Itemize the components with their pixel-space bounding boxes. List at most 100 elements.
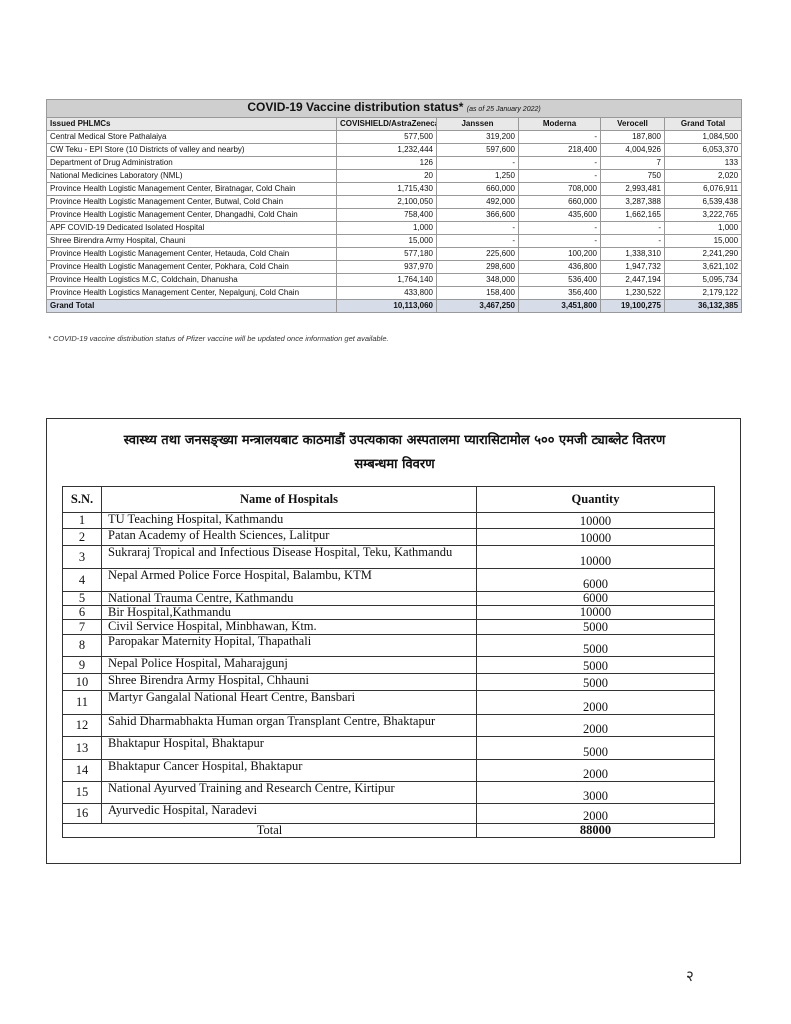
cell: Nepal Armed Police Force Hospital, Balam… bbox=[101, 568, 477, 592]
cell: 3,621,102 bbox=[663, 260, 743, 274]
header-row: S.N. Name of Hospitals Quantity bbox=[62, 486, 715, 513]
cell: 100,200 bbox=[518, 247, 601, 261]
cell: Province Health Logistic Management Cent… bbox=[46, 208, 337, 222]
title-line: सम्बन्धमा विवरण bbox=[354, 457, 435, 472]
cell: 2,447,194 bbox=[600, 273, 665, 287]
table-title: स्वास्थ्य तथा जनसङ्ख्या मन्त्रालयबाट काठ… bbox=[67, 429, 722, 477]
cell: Province Health Logistic Management Cent… bbox=[46, 247, 337, 261]
data-row: 1 TU Teaching Hospital, Kathmandu 10000 bbox=[62, 512, 715, 529]
cell: 1,084,500 bbox=[663, 130, 743, 144]
cell: 6 bbox=[62, 605, 102, 620]
data-row: Shree Birendra Army Hospital, Chauni 15,0… bbox=[46, 234, 743, 248]
data-row: 11 Martyr Gangalal National Heart Centre,… bbox=[62, 690, 715, 715]
cell: 10000 bbox=[476, 545, 715, 569]
total-cell: 10,113,060 bbox=[336, 299, 437, 313]
cell: Province Health Logistics M.C, Coldchain… bbox=[46, 273, 337, 287]
cell: 7 bbox=[62, 619, 102, 635]
total-cell: 36,132,385 bbox=[663, 299, 743, 313]
cell: 577,500 bbox=[336, 130, 437, 144]
data-row: 15 National Ayurved Training and Research… bbox=[62, 781, 715, 804]
data-row: 6 Bir Hospital,Kathmandu 10000 bbox=[62, 605, 715, 620]
data-row: 3 Sukraraj Tropical and Infectious Diseas… bbox=[62, 545, 715, 569]
cell: 1,764,140 bbox=[336, 273, 437, 287]
cell: Bhaktapur Cancer Hospital, Bhaktapur bbox=[101, 759, 477, 782]
cell: Martyr Gangalal National Heart Centre, B… bbox=[101, 690, 477, 715]
cell: 750 bbox=[600, 169, 665, 183]
cell: 1,232,444 bbox=[336, 143, 437, 157]
cell: Shree Birendra Army Hospital, Chhauni bbox=[101, 673, 477, 691]
data-row: Province Health Logistic Management Cent… bbox=[46, 208, 743, 222]
cell: 10000 bbox=[476, 528, 715, 546]
cell: 298,600 bbox=[436, 260, 519, 274]
header-cell: Issued PHLMCs bbox=[46, 117, 337, 131]
cell: 433,800 bbox=[336, 286, 437, 300]
cell: 435,600 bbox=[518, 208, 601, 222]
cell: 2000 bbox=[476, 759, 715, 782]
cell: Shree Birendra Army Hospital, Chauni bbox=[46, 234, 337, 248]
cell: 5000 bbox=[476, 673, 715, 691]
cell: - bbox=[518, 169, 601, 183]
cell: National Trauma Centre, Kathmandu bbox=[101, 591, 477, 606]
data-row: 12 Sahid Dharmabhakta Human organ Transpl… bbox=[62, 714, 715, 737]
table-title: COVID-19 Vaccine distribution status* bbox=[247, 100, 464, 114]
cell: - bbox=[436, 234, 519, 248]
cell: - bbox=[436, 156, 519, 170]
cell: 225,600 bbox=[436, 247, 519, 261]
data-row: 16 Ayurvedic Hospital, Naradevi 2000 bbox=[62, 803, 715, 824]
cell: 356,400 bbox=[518, 286, 601, 300]
cell: 6000 bbox=[476, 591, 715, 606]
data-row: APF COVID-19 Dedicated Isolated Hospital… bbox=[46, 221, 743, 235]
data-row: CW Teku - EPI Store (10 Districts of val… bbox=[46, 143, 743, 157]
cell: Bir Hospital,Kathmandu bbox=[101, 605, 477, 620]
cell: Bhaktapur Hospital, Bhaktapur bbox=[101, 736, 477, 760]
cell: 3000 bbox=[476, 781, 715, 804]
cell: Sukraraj Tropical and Infectious Disease… bbox=[101, 545, 477, 569]
cell: 2000 bbox=[476, 690, 715, 715]
cell: 5,095,734 bbox=[663, 273, 743, 287]
cell: 1 bbox=[62, 512, 102, 529]
cell: 597,600 bbox=[436, 143, 519, 157]
data-row: Province Health Logistic Management Cent… bbox=[46, 182, 743, 196]
cell: 14 bbox=[62, 759, 102, 782]
cell: 2,020 bbox=[663, 169, 743, 183]
cell: - bbox=[518, 130, 601, 144]
data-row: Central Medical Store Pathalaiya 577,500 3… bbox=[46, 130, 743, 144]
data-row: 8 Paropakar Maternity Hopital, Thapathali… bbox=[62, 634, 715, 657]
data-row: 10 Shree Birendra Army Hospital, Chhauni 5… bbox=[62, 673, 715, 691]
cell: 1,000 bbox=[336, 221, 437, 235]
cell: 15 bbox=[62, 781, 102, 804]
cell: 2,241,290 bbox=[663, 247, 743, 261]
cell: 133 bbox=[663, 156, 743, 170]
cell: 2,993,481 bbox=[600, 182, 665, 196]
cell: 5000 bbox=[476, 634, 715, 657]
cell: 348,000 bbox=[436, 273, 519, 287]
header-cell: Verocell bbox=[600, 117, 665, 131]
header-cell: S.N. bbox=[62, 486, 102, 513]
data-row: Department of Drug Administration 126- -7 1… bbox=[46, 156, 743, 170]
cell: 2000 bbox=[476, 714, 715, 737]
cell: 1,250 bbox=[436, 169, 519, 183]
total-label: Total bbox=[62, 823, 477, 838]
cell: - bbox=[600, 234, 665, 248]
vaccine-table: COVID-19 Vaccine distribution status* (a… bbox=[45, 99, 743, 313]
total-cell: 3,451,800 bbox=[518, 299, 601, 313]
cell: 536,400 bbox=[518, 273, 601, 287]
cell: Province Health Logistic Management Cent… bbox=[46, 195, 337, 209]
cell: 4 bbox=[62, 568, 102, 592]
cell: - bbox=[518, 221, 601, 235]
cell: Paropakar Maternity Hopital, Thapathali bbox=[101, 634, 477, 657]
total-cell: 19,100,275 bbox=[600, 299, 665, 313]
cell: 3,287,388 bbox=[600, 195, 665, 209]
cell: 1,662,165 bbox=[600, 208, 665, 222]
data-row: Province Health Logistics M.C, Coldchain… bbox=[46, 273, 743, 287]
page-number: २ bbox=[686, 967, 694, 985]
cell: TU Teaching Hospital, Kathmandu bbox=[101, 512, 477, 529]
cell: 1,947,732 bbox=[600, 260, 665, 274]
cell: Civil Service Hospital, Minbhawan, Ktm. bbox=[101, 619, 477, 635]
data-row: 2 Patan Academy of Health Sciences, Lalit… bbox=[62, 528, 715, 546]
title-row: COVID-19 Vaccine distribution status* (a… bbox=[45, 99, 743, 118]
cell: 5000 bbox=[476, 619, 715, 635]
cell: 2,100,050 bbox=[336, 195, 437, 209]
cell: 2,179,122 bbox=[663, 286, 743, 300]
